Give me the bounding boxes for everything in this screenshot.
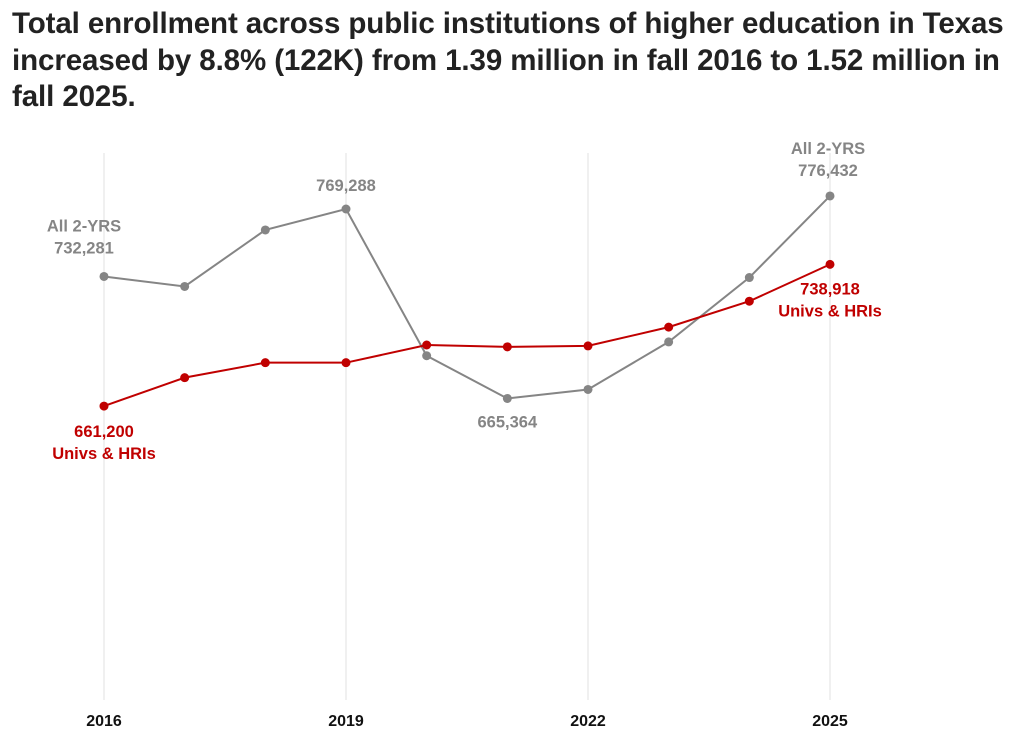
data-point <box>180 373 190 383</box>
data-point <box>341 358 351 368</box>
data-point <box>422 340 432 350</box>
data-point <box>422 351 432 361</box>
data-point <box>99 271 109 281</box>
x-tick-label: 2019 <box>328 713 364 730</box>
data-point <box>502 342 512 352</box>
data-label-line: 665,364 <box>478 413 538 431</box>
data-point <box>825 259 835 269</box>
data-label: 661,200 Univs & HRIs <box>52 423 156 463</box>
series-line-all-2-yrs <box>103 195 831 400</box>
chart-title: Total enrollment across public instituti… <box>12 7 1004 113</box>
data-point <box>341 204 351 214</box>
data-point <box>664 322 674 332</box>
data-point <box>744 273 754 283</box>
data-point <box>180 281 190 291</box>
data-label: 738,918 Univs & HRIs <box>778 280 882 320</box>
data-point <box>502 393 512 403</box>
data-label-line: 769,288 <box>316 177 376 195</box>
data-label-line: All 2-YRS <box>791 140 865 158</box>
data-label-line: 732,281 <box>54 239 114 257</box>
data-point <box>825 191 835 201</box>
data-label-line: All 2-YRS <box>47 217 121 235</box>
data-point <box>583 341 593 351</box>
data-label-line: Univs & HRIs <box>778 302 882 320</box>
data-label: 665,364 <box>478 413 538 431</box>
data-point <box>744 296 754 306</box>
data-point <box>260 358 270 368</box>
data-label-line: 661,200 <box>74 423 134 441</box>
data-point <box>664 337 674 347</box>
x-tick-label: 2025 <box>812 713 848 730</box>
series-line-univs-hris <box>103 263 831 408</box>
x-tick-label: 2022 <box>570 713 606 730</box>
data-point <box>583 384 593 394</box>
x-tick-label: 2016 <box>86 713 122 730</box>
data-point <box>99 401 109 411</box>
data-label-line: 776,432 <box>798 162 858 180</box>
data-label: 769,288 <box>316 177 376 195</box>
data-label-line: Univs & HRIs <box>52 445 156 463</box>
data-label: All 2-YRS 776,432 <box>791 140 865 180</box>
data-label-line: 738,918 <box>800 280 860 298</box>
data-point <box>260 225 270 235</box>
data-label: All 2-YRS 732,281 <box>47 217 121 257</box>
